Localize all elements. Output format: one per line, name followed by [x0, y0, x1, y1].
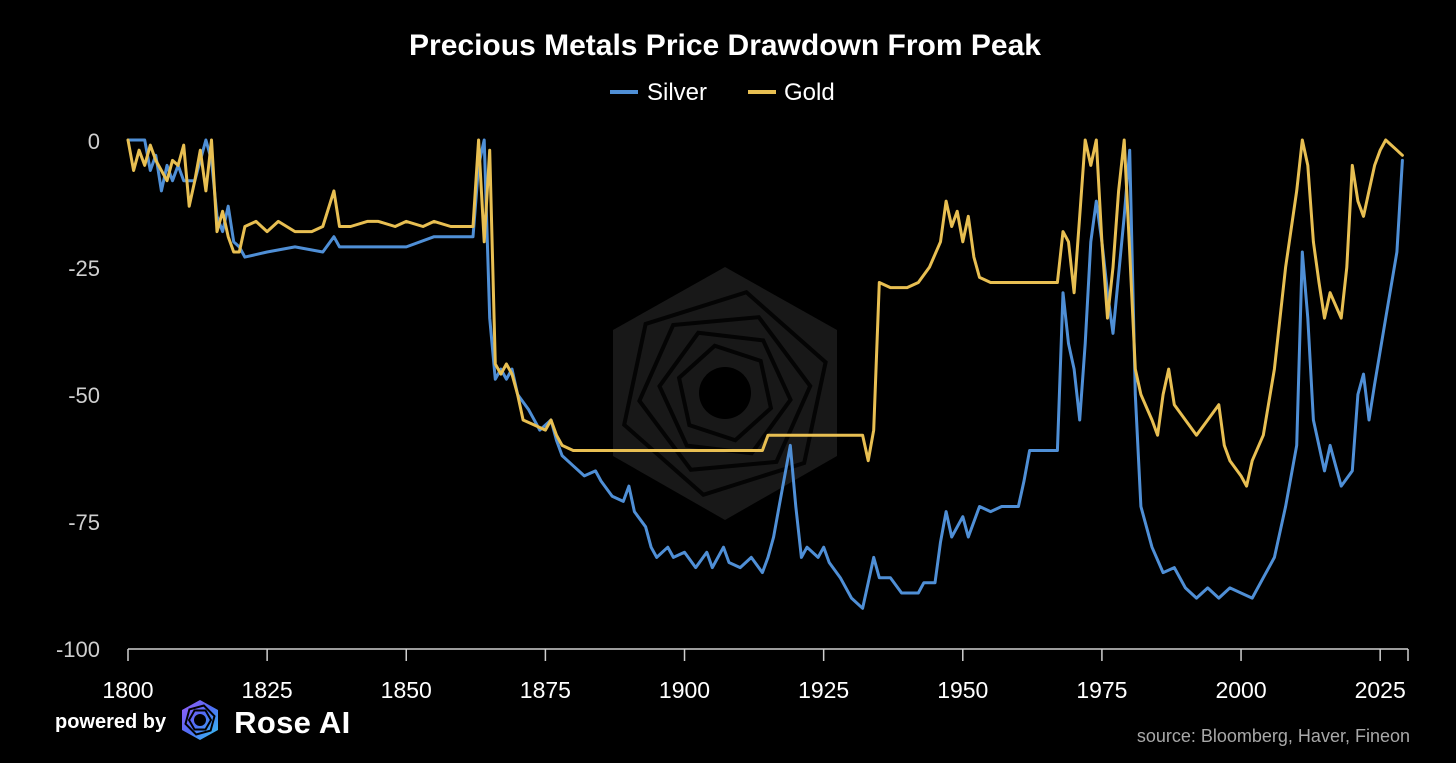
series-group: [126, 138, 1404, 610]
x-tick-label: 1875: [520, 677, 571, 703]
x-tick-label: 1975: [1076, 677, 1127, 703]
x-tick-label: 2025: [1355, 677, 1406, 703]
powered-by-badge: powered by Rose AI: [55, 698, 351, 747]
x-tick-label: 1950: [937, 677, 988, 703]
legend-label-gold: Gold: [784, 79, 835, 106]
source-note: source: Bloomberg, Haver, Fineon: [1136, 726, 1410, 746]
rose-ai-hexagon-icon: [178, 698, 222, 747]
x-tick-label: 1850: [381, 677, 432, 703]
x-tick-label: 1925: [798, 677, 849, 703]
x-tick-label: 2000: [1215, 677, 1266, 703]
y-tick-label: 0: [88, 129, 100, 154]
x-tick-label: 1800: [102, 677, 153, 703]
x-tick-label: 1825: [242, 677, 293, 703]
rose-ai-watermark-icon: [613, 267, 837, 520]
series-line-gold: [126, 138, 1404, 488]
chart-title: Precious Metals Price Drawdown From Peak: [409, 29, 1041, 62]
series-line-silver: [126, 138, 1404, 610]
brand-name: Rose AI: [234, 704, 351, 740]
x-axis: 1800 1825 1850 1875 1900 1925 1950 1975 2000 2025: [102, 648, 1409, 703]
x-tick-label: 1900: [659, 677, 710, 703]
legend: Silver Gold: [610, 79, 835, 106]
y-axis: 0 -25 -50 -75 -100: [56, 129, 100, 662]
powered-by-text: powered by: [55, 711, 167, 733]
y-tick-label: -75: [68, 510, 100, 535]
y-tick-label: -100: [56, 637, 100, 662]
y-tick-label: -25: [68, 256, 100, 281]
y-tick-label: -50: [68, 383, 100, 408]
legend-label-silver: Silver: [647, 79, 707, 106]
